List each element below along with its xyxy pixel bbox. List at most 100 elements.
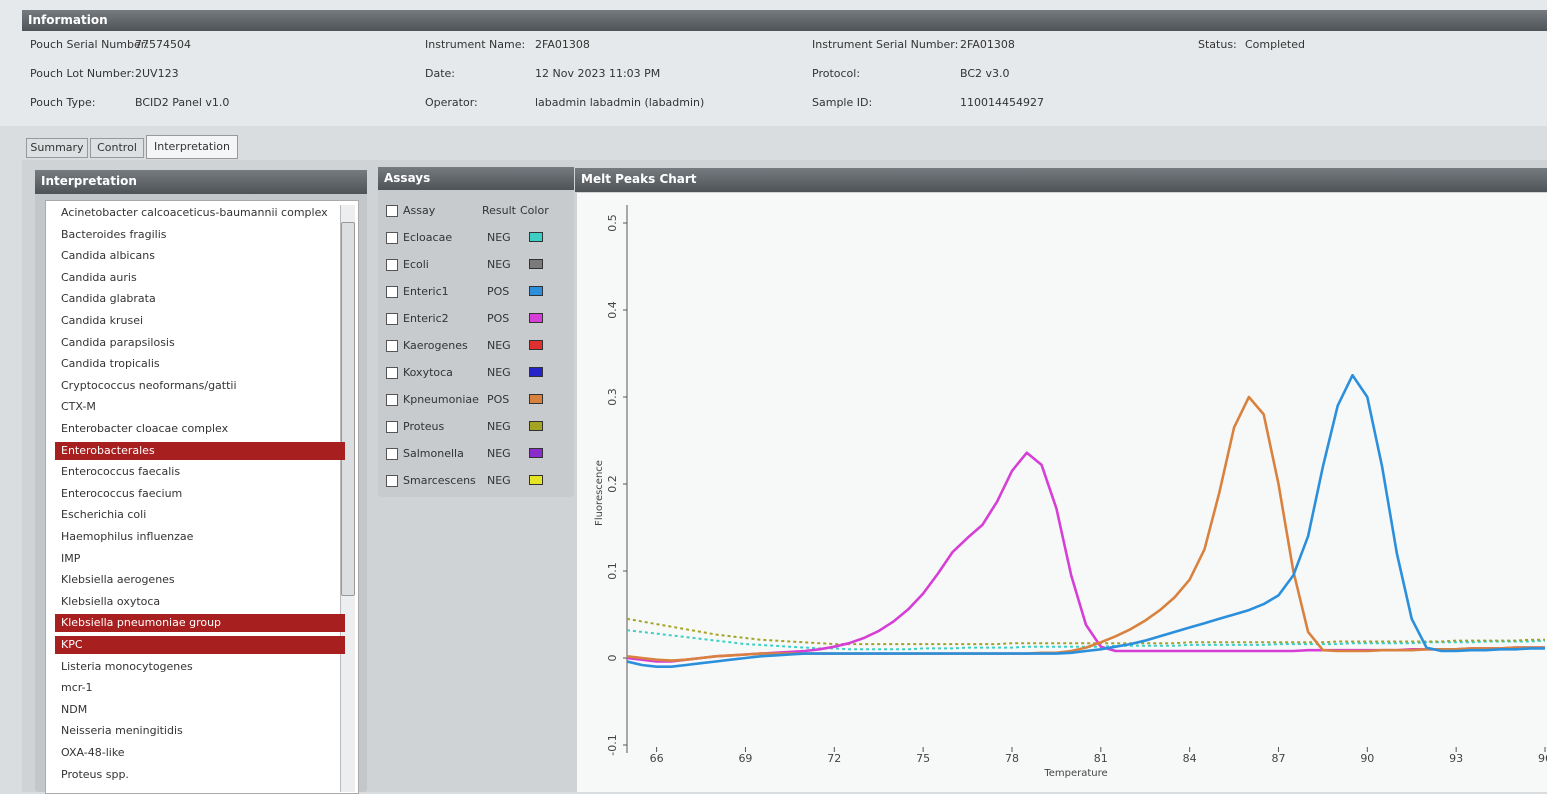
list-item[interactable]: Candida auris [55,269,335,287]
x-tick-label: 87 [1271,752,1285,765]
list-item[interactable]: Candida albicans [55,247,335,265]
field-value: 2FA01308 [535,38,590,51]
color-swatch [529,286,543,296]
color-swatch [529,367,543,377]
list-item[interactable]: Listeria monocytogenes [55,658,335,676]
assay-name: Smarcescens [403,474,476,487]
field-label: Operator: [425,96,478,109]
list-item[interactable]: Enterobacter cloacae complex [55,420,335,438]
field-label: Protocol: [812,67,860,80]
color-swatch [529,232,543,242]
list-item[interactable]: Candida parapsilosis [55,334,335,352]
field-value: BCID2 Panel v1.0 [135,96,229,109]
assay-result: NEG [487,366,511,379]
checkbox[interactable] [386,286,398,298]
panel-header: Assays [378,167,574,190]
column-header: Assay [403,204,435,217]
field-label: Pouch Type: [30,96,95,109]
field-label: Instrument Serial Number: [812,38,958,51]
x-tick-label: 81 [1094,752,1108,765]
column-header: Result [482,204,516,217]
list-item[interactable]: Haemophilus influenzae [55,528,335,546]
field-label: Instrument Name: [425,38,525,51]
list-item[interactable]: mcr-1 [55,679,335,697]
list-item[interactable]: Klebsiella pneumoniae group [55,614,345,632]
y-tick-label: 0 [606,655,619,662]
list-item[interactable]: Escherichia coli [55,506,335,524]
x-tick-label: 93 [1449,752,1463,765]
tab[interactable]: Summary [26,138,88,158]
color-swatch [529,313,543,323]
field-value: 2UV123 [135,67,179,80]
list-item[interactable]: NDM [55,701,335,719]
color-swatch [529,448,543,458]
color-swatch [529,394,543,404]
list-item[interactable]: Klebsiella aerogenes [55,571,335,589]
x-tick-label: 66 [650,752,664,765]
field-label: Pouch Lot Number: [30,67,135,80]
checkbox[interactable] [386,448,398,460]
y-tick-label: -0.1 [606,734,619,755]
list-item[interactable]: IMP [55,550,335,568]
list-item[interactable]: Proteus spp. [55,766,335,784]
assay-result: NEG [487,420,511,433]
list-item[interactable]: Cryptococcus neoformans/gattii [55,377,335,395]
y-axis-label: Fluorescence [594,460,605,526]
x-tick-label: 75 [916,752,930,765]
list-item[interactable]: KPC [55,636,345,654]
assay-name: Enteric1 [403,285,449,298]
assay-result: NEG [487,258,511,271]
field-value: 2FA01308 [960,38,1015,51]
y-tick-label: 0.5 [606,214,619,232]
checkbox[interactable] [386,421,398,433]
list-item[interactable]: Klebsiella oxytoca [55,593,335,611]
list-item[interactable]: Neisseria meningitidis [55,722,335,740]
x-tick-label: 69 [738,752,752,765]
assay-result: POS [487,285,509,298]
checkbox[interactable] [386,340,398,352]
field-label: Pouch Serial Number: [30,38,149,51]
list-item[interactable]: Bacteroides fragilis [55,226,335,244]
color-swatch [529,475,543,485]
checkbox[interactable] [386,475,398,487]
field-value: Completed [1245,38,1305,51]
list-item[interactable]: CTX-M [55,398,335,416]
list-item[interactable]: Enterococcus faecium [55,485,335,503]
x-tick-label: 84 [1183,752,1197,765]
x-axis-label: Temperature [1043,768,1107,779]
field-value: labadmin labadmin (labadmin) [535,96,704,109]
field-label: Sample ID: [812,96,872,109]
checkbox[interactable] [386,232,398,244]
list-item[interactable]: Enterobacterales [55,442,345,460]
checkbox[interactable] [386,259,398,271]
scrollbar-thumb[interactable] [341,222,355,596]
checkbox[interactable] [386,394,398,406]
list-item[interactable]: Candida tropicalis [55,355,335,373]
assay-result: POS [487,312,509,325]
list-item[interactable]: Candida glabrata [55,290,335,308]
list-item[interactable]: Enterococcus faecalis [55,463,335,481]
field-label: Status: [1198,38,1237,51]
assay-result: NEG [487,447,511,460]
checkbox[interactable] [386,313,398,325]
assay-name: Kaerogenes [403,339,468,352]
color-swatch [529,340,543,350]
list-item[interactable]: Candida krusei [55,312,335,330]
y-tick-label: 0.4 [606,301,619,319]
tab[interactable]: Interpretation [146,135,238,159]
checkbox[interactable] [386,205,398,217]
y-tick-label: 0.2 [606,475,619,493]
field-value: 12 Nov 2023 11:03 PM [535,67,660,80]
checkbox[interactable] [386,367,398,379]
y-tick-label: 0.3 [606,388,619,406]
assay-result: POS [487,393,509,406]
x-tick-label: 90 [1360,752,1374,765]
information-header: Information [22,10,1547,31]
list-item[interactable]: OXA-48-like [55,744,335,762]
app-window: Information Interpretation Assays Melt P… [0,0,1547,792]
tab[interactable]: Control [90,138,144,158]
assay-name: Salmonella [403,447,464,460]
x-tick-label: 78 [1005,752,1019,765]
field-label: Date: [425,67,455,80]
list-item[interactable]: Acinetobacter calcoaceticus-baumannii co… [55,204,335,222]
